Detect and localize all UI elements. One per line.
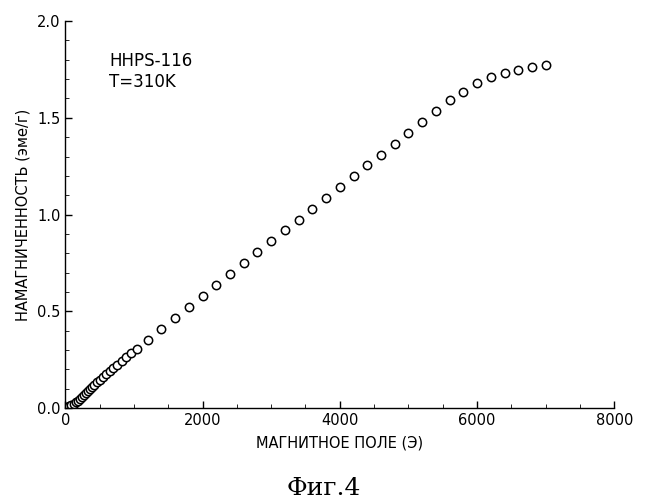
Text: Фиг.4: Фиг.4 [287, 477, 361, 500]
X-axis label: МАГНИТНОЕ ПОЛЕ (Э): МАГНИТНОЕ ПОЛЕ (Э) [256, 435, 423, 450]
Y-axis label: НАМАГНИЧЕННОСТЬ (эме/г): НАМАГНИЧЕННОСТЬ (эме/г) [15, 108, 30, 320]
Text: HHPS-116
T=310K: HHPS-116 T=310K [110, 52, 192, 91]
